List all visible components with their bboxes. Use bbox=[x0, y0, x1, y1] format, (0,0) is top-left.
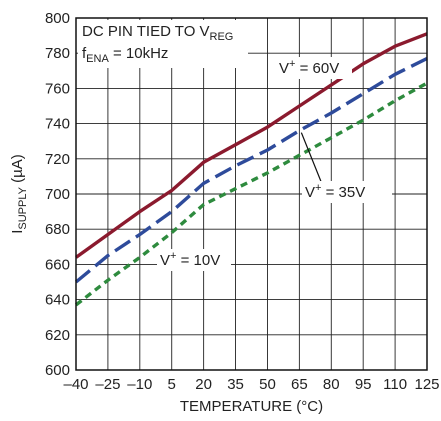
x-tick-label: 50 bbox=[259, 376, 276, 393]
plot-frame bbox=[75, 17, 428, 371]
series-line-35v bbox=[74, 56, 428, 284]
y-tick-label: 740 bbox=[45, 116, 70, 133]
label-10v-sup: + bbox=[170, 250, 176, 262]
x-tick-label: 95 bbox=[355, 376, 372, 393]
x-tick-label: 35 bbox=[227, 376, 244, 393]
series-label-10v: V+ = 10V bbox=[157, 249, 231, 271]
note-dc-pin-main: DC PIN TIED TO V bbox=[82, 23, 210, 40]
note-fena: fENA = 10kHz bbox=[82, 45, 168, 65]
y-tick-label: 600 bbox=[45, 362, 70, 379]
x-tick-label: –25 bbox=[95, 376, 120, 393]
svg-text:V+ = 35V: V+ = 35V bbox=[305, 182, 365, 201]
x-tick-label: 110 bbox=[383, 376, 407, 393]
y-tick-label: 720 bbox=[45, 151, 70, 168]
note-box bbox=[78, 20, 248, 68]
series-label-60v: V+ = 60V bbox=[276, 57, 352, 79]
x-axis-title: TEMPERATURE (°C) bbox=[180, 398, 323, 415]
y-axis-title: ISUPPLY (µA) bbox=[9, 154, 29, 234]
note-fena-sub: ENA bbox=[86, 53, 109, 65]
y-tick-label: 700 bbox=[45, 186, 70, 203]
tick-labels: –40 –25 –10 5 20 35 50 65 80 95 110 125 600 620 640 660… bbox=[45, 10, 440, 393]
x-tick-label: 125 bbox=[414, 376, 439, 393]
label-60v-main: V bbox=[279, 60, 289, 77]
label-35v-main: V bbox=[305, 184, 315, 201]
note-dc-pin: DC PIN TIED TO VREG bbox=[82, 23, 233, 43]
x-tick-label: 5 bbox=[168, 376, 176, 393]
x-tick-label: 80 bbox=[323, 376, 340, 393]
label-10v-main: V bbox=[160, 252, 170, 269]
y-tick-label: 660 bbox=[45, 256, 70, 273]
y-tick-label: 780 bbox=[45, 45, 70, 62]
x-tick-label: 20 bbox=[195, 376, 212, 393]
svg-text:V+ = 60V: V+ = 60V bbox=[279, 58, 339, 77]
y-tick-label: 800 bbox=[45, 10, 70, 27]
series-line-60v bbox=[75, 32, 428, 259]
y-tick-label: 620 bbox=[45, 327, 70, 344]
y-axis-title-sub: SUPPLY bbox=[17, 186, 29, 229]
note-dc-pin-sub: REG bbox=[210, 31, 234, 43]
label-35v-sup: + bbox=[315, 182, 321, 194]
label-10v-post: = 10V bbox=[176, 252, 220, 269]
note-fena-pre: f bbox=[82, 45, 87, 62]
y-axis-title-main: I bbox=[9, 230, 26, 234]
label-35v-post: = 35V bbox=[321, 184, 365, 201]
x-tick-label: –40 bbox=[63, 376, 88, 393]
series-label-35v: V+ = 35V bbox=[300, 132, 392, 203]
label-60v-sup: + bbox=[289, 58, 295, 70]
series-layer bbox=[74, 32, 428, 307]
y-axis-title-unit: (µA) bbox=[9, 154, 26, 187]
note-fena-post: = 10kHz bbox=[109, 45, 169, 62]
y-tick-label: 640 bbox=[45, 292, 70, 309]
y-tick-label: 760 bbox=[45, 80, 70, 97]
label-60v-post: = 60V bbox=[295, 60, 339, 77]
x-tick-label: –10 bbox=[127, 376, 152, 393]
svg-text:V+ = 10V: V+ = 10V bbox=[160, 250, 220, 269]
y-tick-label: 680 bbox=[45, 221, 70, 238]
series-line-10v bbox=[74, 81, 428, 307]
leader-line-35v bbox=[300, 132, 323, 185]
x-tick-label: 65 bbox=[291, 376, 308, 393]
